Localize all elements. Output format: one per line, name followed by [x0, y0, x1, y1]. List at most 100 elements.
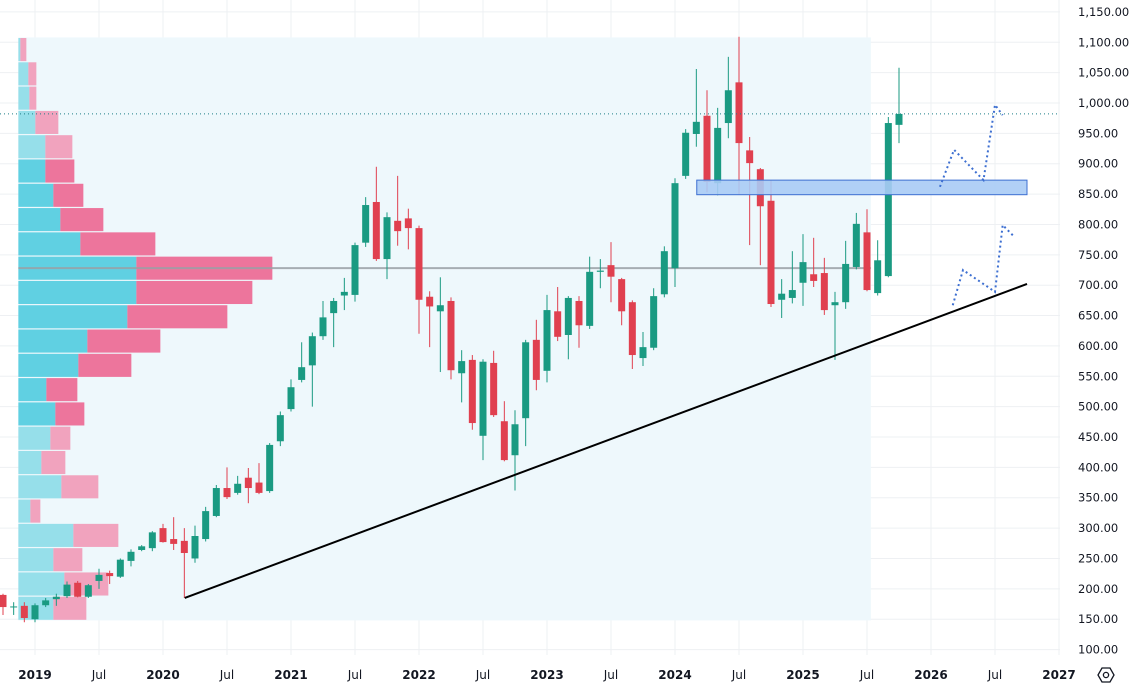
candle: [148, 531, 156, 552]
profile-row: [18, 596, 87, 620]
candle-body: [714, 127, 722, 184]
candle-body: [554, 311, 562, 337]
candle-body: [223, 488, 231, 498]
profile-up-volume: [18, 86, 30, 110]
candle-body: [0, 594, 7, 608]
profile-down-volume: [45, 135, 73, 159]
candle: [543, 294, 551, 383]
candle: [436, 277, 444, 373]
time-tick-label: Jul: [347, 668, 362, 682]
candle: [884, 116, 892, 278]
candle-body: [148, 532, 156, 549]
profile-up-volume: [18, 548, 54, 572]
trendline[interactable]: [184, 283, 1028, 599]
profile-down-volume: [127, 305, 228, 329]
candle-body: [895, 113, 903, 125]
candle: [778, 279, 786, 318]
price-axis[interactable]: 1,150.00 1,100.00 1,050.00 1,000.00 950.00 90…: [1078, 5, 1129, 657]
candle: [703, 90, 711, 193]
candle: [255, 463, 263, 495]
candle: [426, 291, 434, 348]
price-tick-label: 1,100.00: [1078, 35, 1129, 49]
profile-row: [18, 475, 99, 499]
candle-body: [244, 477, 252, 489]
drawings[interactable]: [0, 102, 1060, 599]
candle-body: [234, 483, 242, 493]
candle-body: [810, 274, 818, 281]
candle-body: [831, 302, 839, 306]
price-tick-label: 300.00: [1078, 521, 1118, 535]
candle-body: [191, 536, 199, 559]
candle: [692, 68, 700, 147]
candle-body: [84, 585, 92, 597]
price-tick-label: 850.00: [1078, 187, 1118, 201]
profile-up-volume: [18, 572, 65, 596]
candle-body: [479, 361, 487, 436]
candle: [650, 288, 658, 351]
price-tick-label: 250.00: [1078, 551, 1118, 565]
profile-down-volume: [136, 280, 253, 305]
projection-path[interactable]: [939, 102, 1004, 188]
profile-down-volume: [53, 183, 84, 207]
candle: [532, 319, 540, 391]
candle: [490, 350, 498, 417]
profile-down-volume: [53, 596, 87, 620]
profile-up-volume: [18, 353, 79, 377]
time-tick-label: 2024: [658, 668, 691, 682]
price-tick-label: 700.00: [1078, 278, 1118, 292]
profile-down-volume: [35, 110, 59, 134]
candle: [639, 331, 647, 366]
candle-body: [682, 132, 690, 176]
candle-body: [852, 223, 860, 267]
candle: [372, 166, 380, 261]
profile-row: [18, 110, 59, 134]
candle: [116, 558, 124, 578]
candle: [212, 484, 220, 518]
profile-up-volume: [18, 450, 42, 475]
volume-profile: [18, 38, 871, 620]
candle: [842, 240, 850, 309]
candle: [0, 593, 7, 615]
profile-up-volume: [18, 232, 81, 256]
candle: [767, 180, 775, 308]
profile-row: [18, 548, 83, 572]
candle-body: [500, 421, 508, 461]
candle-body: [202, 511, 210, 540]
profile-up-volume: [18, 110, 36, 134]
candle: [586, 256, 594, 329]
candle-body: [298, 367, 306, 380]
candle-body: [746, 150, 754, 164]
candle: [319, 300, 327, 340]
candle: [191, 525, 199, 563]
candle-body: [607, 265, 615, 277]
price-tick-label: 450.00: [1078, 430, 1118, 444]
candle-body: [511, 424, 519, 456]
profile-row: [18, 38, 27, 62]
candle-body: [639, 347, 647, 359]
candles: [0, 36, 903, 623]
candle-body: [372, 201, 380, 260]
candle-body: [351, 245, 359, 295]
time-tick-label: 2026: [914, 668, 947, 682]
time-axis[interactable]: 2019 Jul 2020 Jul 2021 Jul 2022 Jul 2023 Jul 2024 J…: [18, 668, 1075, 682]
candle-body: [671, 183, 679, 269]
profile-down-volume: [28, 62, 37, 86]
candle: [404, 208, 412, 250]
profile-down-volume: [46, 378, 78, 402]
projection-path[interactable]: [951, 222, 1014, 306]
support-zone[interactable]: [696, 179, 1028, 196]
candle: [266, 443, 274, 493]
settings-icon[interactable]: [1096, 665, 1116, 685]
price-tick-label: 1,000.00: [1078, 96, 1129, 110]
price-tick-label: 800.00: [1078, 217, 1118, 231]
candle: [447, 297, 455, 380]
price-tick-label: 550.00: [1078, 369, 1118, 383]
candle-body: [532, 339, 540, 380]
profile-row: [18, 208, 104, 232]
profile-down-volume: [60, 208, 104, 232]
candle: [362, 197, 370, 247]
candle: [20, 602, 28, 623]
candle: [788, 251, 796, 304]
candle: [479, 359, 487, 461]
